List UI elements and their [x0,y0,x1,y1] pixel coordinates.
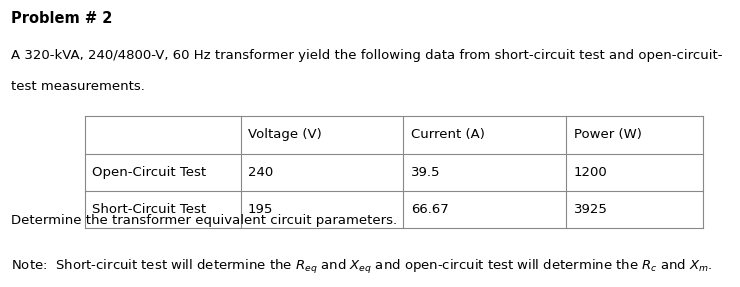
Text: 195: 195 [248,203,273,216]
Text: A 320-kVA, 240/4800-V, 60 Hz transformer yield the following data from short-cir: A 320-kVA, 240/4800-V, 60 Hz transformer… [11,49,722,62]
Text: Short-Circuit Test: Short-Circuit Test [92,203,206,216]
Text: Power (W): Power (W) [574,128,642,141]
Text: Problem # 2: Problem # 2 [11,11,112,26]
Text: Note:  Short-circuit test will determine the $R_{eq}$ and $X_{eq}$ and open-circ: Note: Short-circuit test will determine … [11,258,713,276]
Text: 66.67: 66.67 [411,203,448,216]
Text: Voltage (V): Voltage (V) [248,128,322,141]
Text: Determine the transformer equivalent circuit parameters.: Determine the transformer equivalent cir… [11,214,397,227]
Text: 240: 240 [248,166,273,179]
Text: Current (A): Current (A) [411,128,485,141]
Text: 39.5: 39.5 [411,166,440,179]
Text: 1200: 1200 [574,166,608,179]
Text: 3925: 3925 [574,203,608,216]
Text: test measurements.: test measurements. [11,80,145,93]
Text: Open-Circuit Test: Open-Circuit Test [92,166,206,179]
